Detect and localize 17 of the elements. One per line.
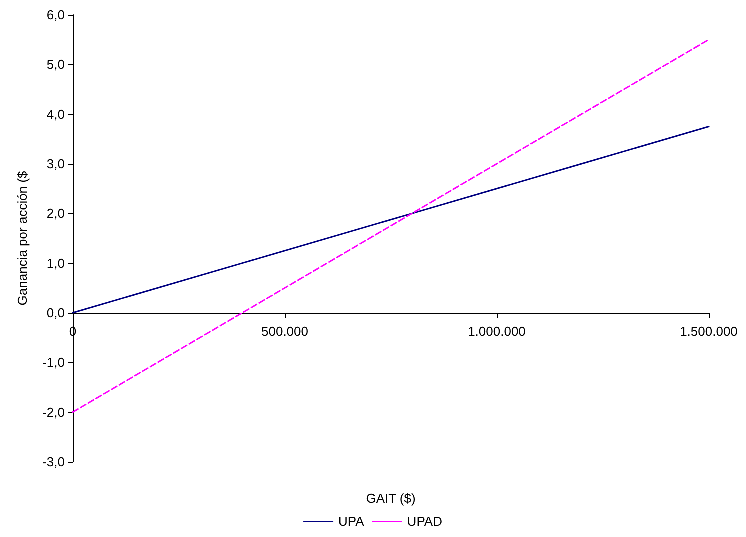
- y-axis-title: Ganancia por acción ($: [15, 170, 30, 306]
- y-tick-label: 2,0: [46, 206, 65, 222]
- x-tick-label: 500.000: [262, 324, 308, 339]
- y-tick-label: -1,0: [42, 355, 65, 370]
- x-tick-label: 1.500.000: [680, 324, 738, 339]
- y-tick-label: 0,0: [46, 306, 65, 320]
- legend-label: UPA: [338, 514, 365, 529]
- x-axis-title: GAIT ($): [366, 491, 416, 506]
- y-tick-label: 6,0: [46, 8, 65, 22]
- y-tick-label: 4,0: [46, 106, 65, 122]
- x-tick-label: 1.000.000: [468, 324, 526, 339]
- y-tick-label: -3,0: [42, 454, 65, 470]
- legend-label: UPAD: [407, 514, 442, 529]
- y-tick-label: -2,0: [42, 404, 65, 420]
- y-tick-label: 3,0: [46, 156, 65, 172]
- y-tick-label: 1,0: [46, 256, 65, 271]
- y-tick-label: 5,0: [46, 57, 65, 72]
